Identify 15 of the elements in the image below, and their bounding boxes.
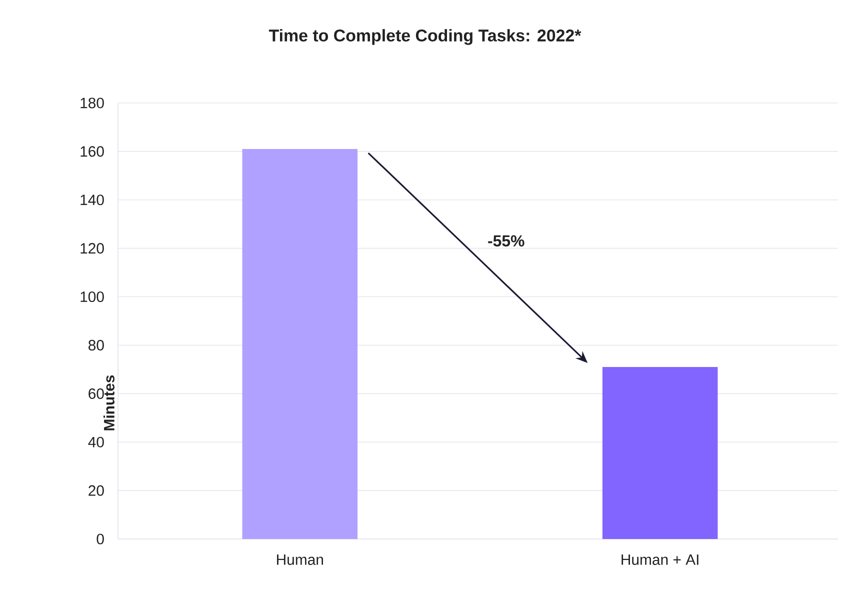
y-tick-label: 160 (80, 146, 104, 157)
y-tick-label: 20 (88, 485, 104, 496)
chart-title: Time to Complete Coding Tasks: 2022* (268, 29, 582, 45)
y-tick-label: 180 (80, 98, 104, 108)
y-tick-label: 120 (80, 243, 104, 254)
y-tick-label: 100 (80, 291, 104, 302)
x-tick-label: Human + AI (622, 554, 698, 565)
x-tick-label: Human (277, 554, 324, 565)
y-tick-label: 140 (80, 194, 104, 206)
y-tick-label: 0 (96, 534, 104, 544)
y-tick-label: 80 (88, 340, 104, 351)
annotation: -55% (488, 235, 524, 246)
y-axis-title: Minutes (104, 375, 114, 430)
y-tick-label: 60 (88, 388, 104, 399)
y-tick-label: 40 (88, 436, 104, 448)
